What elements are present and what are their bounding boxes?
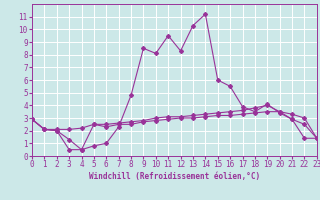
X-axis label: Windchill (Refroidissement éolien,°C): Windchill (Refroidissement éolien,°C) bbox=[89, 172, 260, 181]
